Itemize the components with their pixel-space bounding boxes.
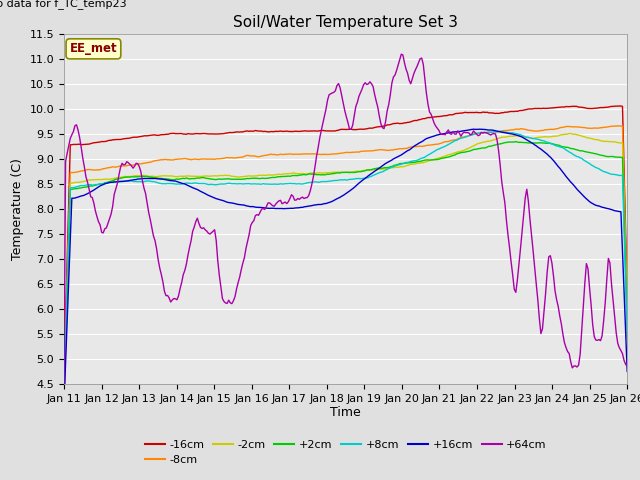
Legend: -16cm, -8cm, -2cm, +2cm, +8cm, +16cm, +64cm: -16cm, -8cm, -2cm, +2cm, +8cm, +16cm, +6… [140, 435, 551, 469]
Title: Soil/Water Temperature Set 3: Soil/Water Temperature Set 3 [233, 15, 458, 30]
X-axis label: Time: Time [330, 407, 361, 420]
Text: No data for f_TC_temp23: No data for f_TC_temp23 [0, 0, 126, 9]
Y-axis label: Temperature (C): Temperature (C) [11, 158, 24, 260]
Text: EE_met: EE_met [70, 42, 117, 55]
